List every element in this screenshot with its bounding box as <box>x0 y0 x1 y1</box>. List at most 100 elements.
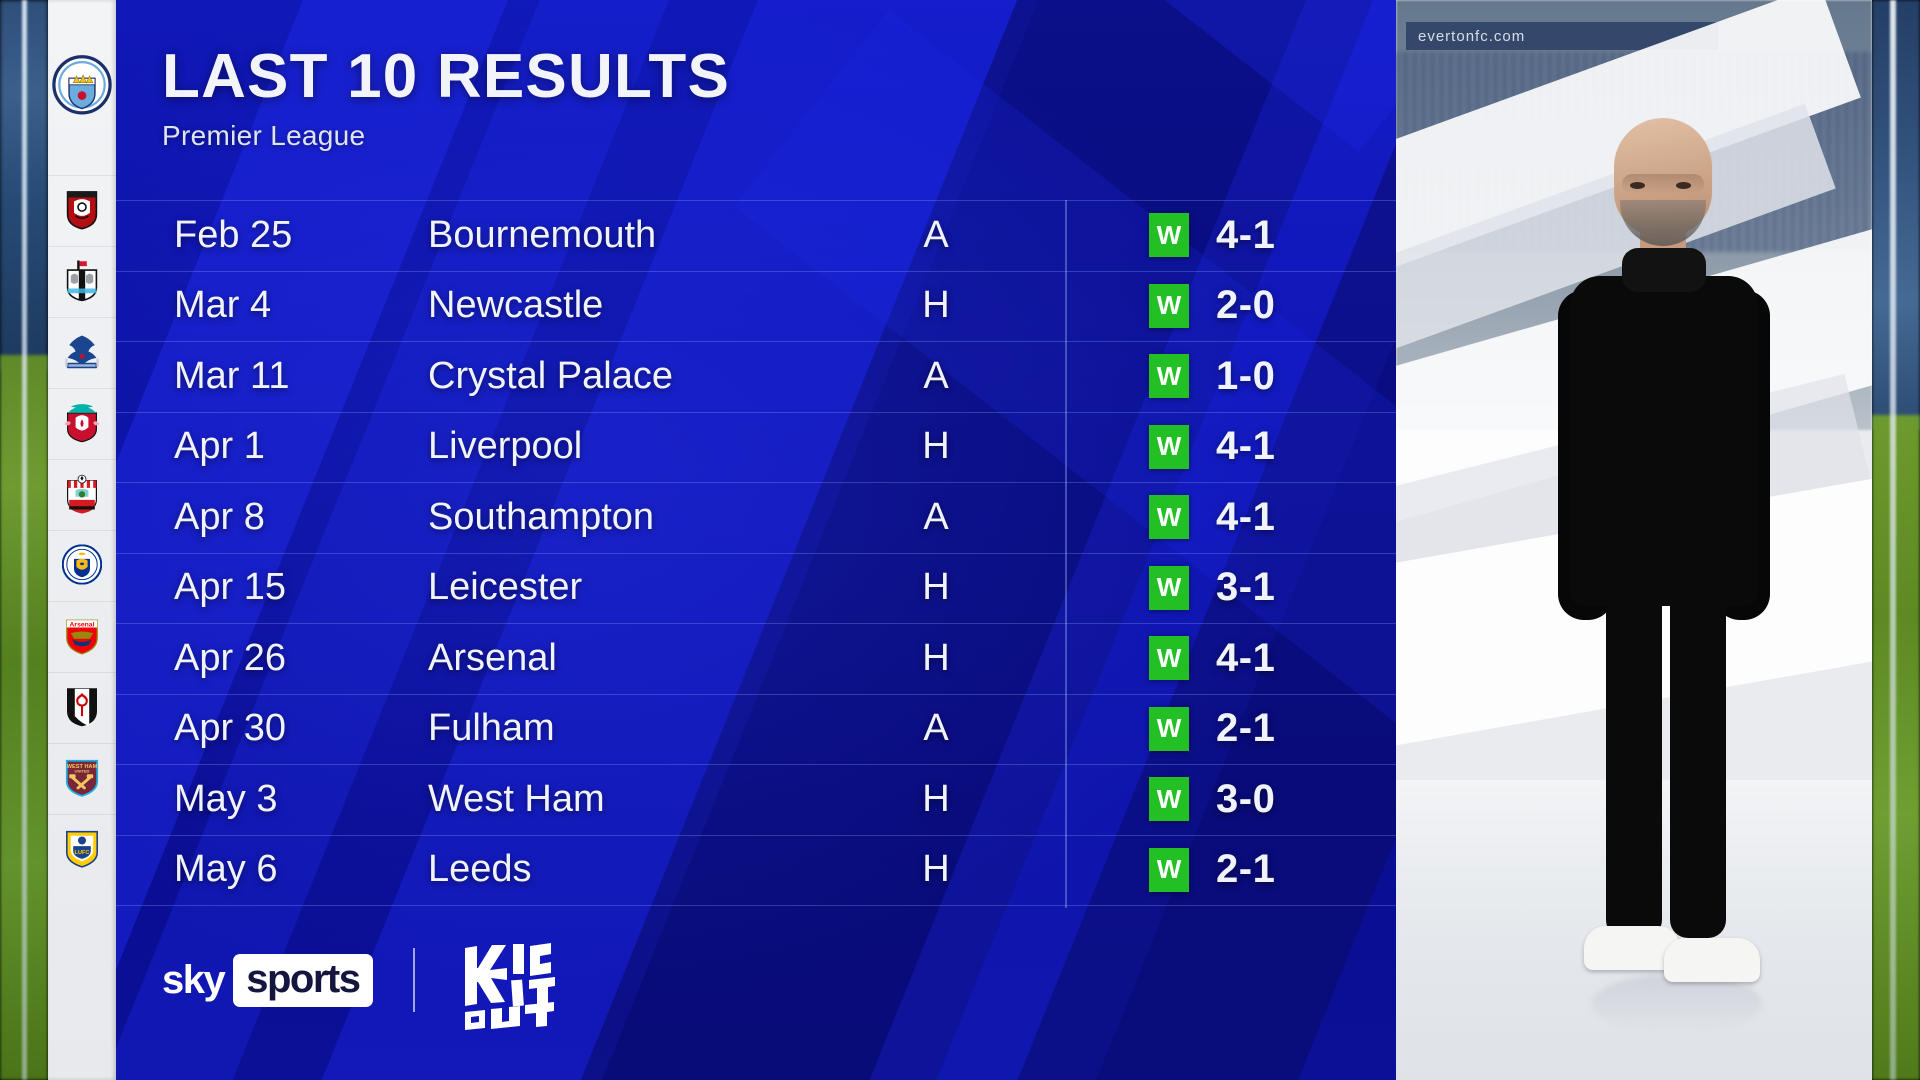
venue-indicator: H <box>922 777 950 820</box>
turtleneck-collar <box>1622 248 1706 292</box>
team-crest-rail: Arsenal WEST HAM UNITED LUFC <box>48 0 116 1080</box>
table-row[interactable]: May 6 Leeds H W 2-1 <box>116 835 1396 906</box>
table-row[interactable]: Apr 1 Liverpool H W 4-1 <box>116 412 1396 483</box>
table-row[interactable]: Apr 30 Fulham A W 2-1 <box>116 694 1396 765</box>
manchester-city-crest <box>52 55 112 121</box>
venue-indicator: A <box>923 707 949 750</box>
crest-cell-newcastle <box>48 246 116 318</box>
match-score: 4-1 <box>1216 424 1276 469</box>
result-cell: W <box>1146 764 1192 835</box>
result-badge: W <box>1149 283 1189 328</box>
match-date: Feb 25 <box>174 213 293 256</box>
row-separator <box>116 200 1396 201</box>
crest-cell-fulham <box>48 672 116 744</box>
match-date: Apr 8 <box>174 495 265 538</box>
opponent-name: Arsenal <box>428 636 557 679</box>
results-panel: LAST 10 RESULTS Premier League Feb 25 Bou… <box>116 0 1396 1080</box>
result-badge: W <box>1149 636 1189 681</box>
match-date: Apr 30 <box>174 707 286 750</box>
arsenal-crest: Arsenal <box>63 616 101 660</box>
torso <box>1570 276 1758 606</box>
manager-photo-panel: evertonfc.com <box>1396 0 1872 1080</box>
heading-block: LAST 10 RESULTS Premier League <box>162 46 730 152</box>
result-badge: W <box>1149 777 1189 822</box>
match-score: 4-1 <box>1216 635 1276 680</box>
leeds-crest: LUFC <box>64 829 101 873</box>
match-date: Apr 1 <box>174 425 265 468</box>
svg-text:WEST HAM: WEST HAM <box>67 764 98 770</box>
match-date: Mar 11 <box>174 354 290 397</box>
result-cell: W <box>1146 200 1192 271</box>
match-score: 3-0 <box>1216 776 1276 821</box>
crest-cell-liverpool <box>48 388 116 460</box>
sky-wordmark: sky <box>162 957 226 1002</box>
table-row[interactable]: Apr 15 Leicester H W 3-1 <box>116 553 1396 624</box>
right-stadium-backdrop <box>1872 0 1920 1080</box>
stadium-post <box>1890 0 1896 1080</box>
match-score: 1-0 <box>1216 353 1276 398</box>
table-row[interactable]: Mar 11 Crystal Palace A W 1-0 <box>116 341 1396 412</box>
crest-cell-bournemouth <box>48 175 116 247</box>
footer-logos: sky sports <box>162 928 559 1032</box>
result-cell: W <box>1146 694 1192 765</box>
match-score: 4-1 <box>1216 494 1276 539</box>
manager-figure <box>1548 118 1778 1034</box>
right-shoe <box>1664 938 1760 982</box>
column-divider <box>1065 200 1067 908</box>
result-badge: W <box>1149 213 1189 258</box>
row-separator <box>116 834 1396 836</box>
stadium-pitch <box>1872 415 1920 1080</box>
match-date: Apr 15 <box>174 566 286 609</box>
opponent-name: Leeds <box>428 848 532 891</box>
floor-reflection <box>1592 974 1762 1034</box>
result-badge: W <box>1149 495 1189 540</box>
opponent-name: West Ham <box>428 777 605 820</box>
table-row[interactable]: Mar 4 Newcastle H W 2-0 <box>116 271 1396 342</box>
crest-cell-manchester-city <box>48 0 116 175</box>
table-row[interactable]: Apr 26 Arsenal H W 4-1 <box>116 623 1396 694</box>
result-badge: W <box>1149 706 1189 751</box>
west-ham-crest: WEST HAM UNITED <box>64 758 101 802</box>
opponent-name: Fulham <box>428 707 555 750</box>
results-table: Feb 25 Bournemouth A W 4-1 Mar 4 Newcastle H W 2-… <box>116 200 1396 906</box>
opponent-name: Bournemouth <box>428 213 657 256</box>
venue-indicator: H <box>922 636 950 679</box>
match-score: 2-1 <box>1216 706 1276 751</box>
venue-indicator: H <box>922 566 950 609</box>
table-row[interactable]: May 3 West Ham H W 3-0 <box>116 764 1396 835</box>
stadium-stand <box>1872 0 1920 430</box>
crest-cell-leicester <box>48 530 116 602</box>
crest-cell-leeds: LUFC <box>48 814 116 886</box>
venue-indicator: H <box>922 284 950 327</box>
panel-vignette <box>116 0 1396 1080</box>
crest-cell-southampton <box>48 459 116 531</box>
logo-divider <box>412 948 415 1012</box>
left-eye <box>1630 182 1645 189</box>
southampton-crest <box>63 473 101 519</box>
venue-indicator: A <box>923 495 949 538</box>
opponent-name: Leicester <box>428 566 583 609</box>
row-separator <box>116 270 1396 272</box>
match-score: 4-1 <box>1216 212 1276 257</box>
leicester-crest <box>61 544 103 589</box>
table-row[interactable]: Apr 8 Southampton A W 4-1 <box>116 482 1396 553</box>
result-badge: W <box>1149 424 1189 469</box>
page-title: LAST 10 RESULTS <box>162 42 731 111</box>
crest-cell-west-ham: WEST HAM UNITED <box>48 743 116 815</box>
right-leg <box>1670 588 1726 938</box>
table-row[interactable]: Feb 25 Bournemouth A W 4-1 <box>116 200 1396 271</box>
row-separator <box>116 905 1396 906</box>
row-separator <box>116 341 1396 342</box>
bournemouth-crest <box>64 189 99 235</box>
sports-wordmark-box: sports <box>233 953 373 1007</box>
kick-it-out-logo <box>455 928 559 1032</box>
crest-cell-crystal-palace <box>48 317 116 389</box>
advert-board-text: evertonfc.com <box>1418 27 1526 45</box>
match-score: 3-1 <box>1216 565 1276 610</box>
fulham-crest <box>64 686 99 732</box>
match-date: Apr 26 <box>174 636 286 679</box>
right-eye <box>1676 182 1691 189</box>
result-badge: W <box>1149 565 1189 610</box>
crystal-palace-crest <box>62 332 102 374</box>
